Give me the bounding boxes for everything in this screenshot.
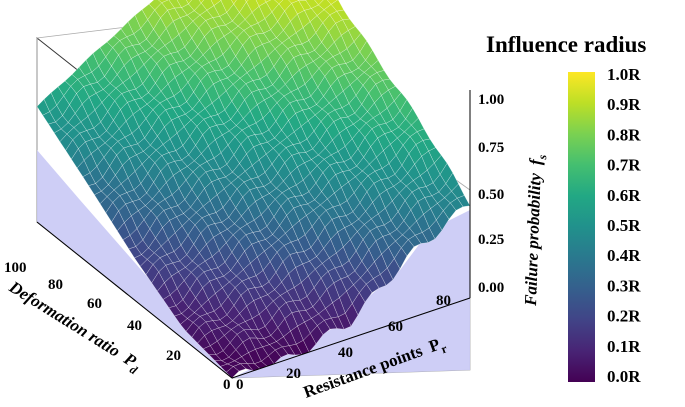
x-tick-label: 60: [388, 319, 403, 335]
surface-cell: [186, 0, 193, 5]
z-tick-label: 0.25: [478, 232, 504, 248]
y-tick-label: 40: [127, 318, 142, 334]
z-axis-title-text: Failure probability: [521, 172, 545, 307]
colorbar-tick-label: 0.5R: [607, 216, 641, 235]
surface-cell: [225, 366, 240, 379]
colorbar-title: Influence radius: [486, 32, 646, 57]
z-tick-label: 1.00: [478, 92, 504, 108]
x-tick-label: 80: [436, 293, 451, 309]
y-axis-title-text: Deformation ratio: [5, 277, 124, 361]
surface-cells: [36, 0, 471, 379]
y-tick-label: 80: [48, 277, 63, 293]
y-tick-label: 20: [166, 348, 181, 364]
floor-edge-right: [231, 297, 471, 379]
colorbar-tick-label: 0.3R: [607, 276, 641, 295]
floor-edge-left: [36, 221, 233, 379]
y-tick-label: 60: [87, 296, 102, 312]
colorbar: [568, 72, 595, 382]
colorbar-tick-label: 0.8R: [607, 125, 641, 144]
colorbar-tick-label: 0.2R: [607, 307, 641, 326]
colorbar-tick-label: 0.9R: [607, 95, 641, 114]
colorbar-tick-label: 0.7R: [607, 156, 641, 175]
z-tick-label: 0.00: [478, 280, 504, 296]
colorbar-tick-label: 1.0R: [607, 65, 641, 84]
x-tick-label: 20: [286, 366, 301, 382]
y-tick-label: 0: [223, 377, 231, 393]
z-axis-title-symbol: f: [526, 157, 545, 166]
z-tick-label: 0.50: [478, 187, 504, 203]
colorbar-tick-label: 0.4R: [607, 246, 641, 265]
x-tick-label: 0: [236, 377, 244, 393]
y-tick-label: 100: [4, 260, 27, 276]
right-side-fill: [232, 210, 470, 378]
colorbar-tick-label: 0.0R: [607, 367, 641, 386]
surface-cell: [198, 0, 205, 4]
colorbar-tick-label: 0.1R: [607, 337, 641, 356]
z-tick-label: 0.75: [478, 140, 504, 156]
x-tick-label: 40: [338, 345, 353, 361]
z-axis-title-subscript: s: [535, 154, 549, 160]
x-axis-title-subscript: r: [439, 341, 449, 356]
colorbar-tick-label: 0.6R: [607, 186, 641, 205]
colorbar-tick-labels: 1.0R 0.9R 0.8R 0.7R 0.6R 0.5R 0.4R 0.3R 0.2R 0.1R…: [607, 65, 641, 386]
z-axis-title: Failure probability fs: [521, 154, 549, 307]
surface-cell: [231, 0, 237, 5]
